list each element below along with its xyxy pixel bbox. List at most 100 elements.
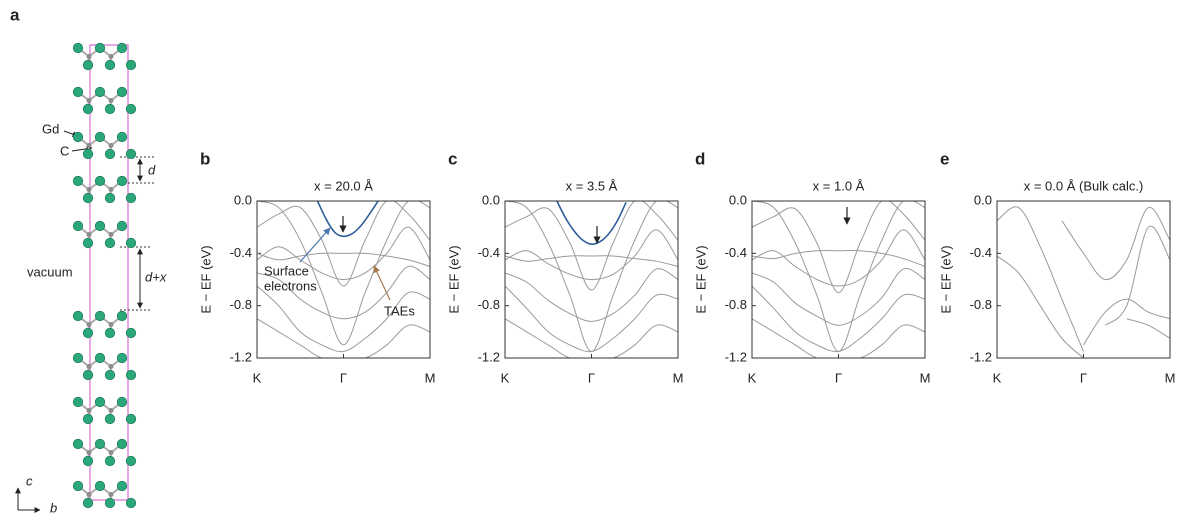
- carbon-atom: [86, 187, 92, 192]
- gd-atom: [104, 369, 116, 381]
- chart-title: x = 3.5 Å: [566, 178, 618, 193]
- gd-atom: [82, 413, 94, 425]
- gd-atom: [94, 42, 106, 54]
- band-line: [505, 229, 678, 281]
- band-line: [1061, 207, 1170, 281]
- y-tick-label: -0.8: [970, 297, 992, 312]
- band-line: [257, 285, 430, 353]
- y-tick-label: -0.4: [230, 245, 252, 260]
- gd-atom: [94, 131, 106, 143]
- chart-title: x = 20.0 Å: [314, 178, 373, 193]
- y-tick-label: 0.0: [729, 192, 747, 207]
- gd-atom: [104, 192, 116, 204]
- gd-atom: [82, 497, 94, 509]
- gd-atom: [116, 42, 128, 54]
- annotation: TAEs: [384, 303, 415, 318]
- y-tick-label: 0.0: [482, 192, 500, 207]
- gd-atom: [72, 480, 84, 492]
- x-tick-label: K: [748, 370, 757, 385]
- band-line: [257, 318, 430, 358]
- band-line: [752, 268, 925, 326]
- band-line: [316, 201, 379, 238]
- x-tick-label: M: [920, 370, 931, 385]
- y-tick-label: -0.4: [970, 245, 992, 260]
- gd-atom: [82, 59, 94, 71]
- gd-atom: [72, 220, 84, 232]
- y-tick-label: 0.0: [974, 192, 992, 207]
- gd-atom: [104, 413, 116, 425]
- x-tick-label: Γ: [588, 370, 595, 385]
- band-line: [505, 201, 678, 291]
- annotation: Surface: [264, 263, 309, 278]
- gd-atom: [104, 497, 116, 509]
- gd-atom: [116, 220, 128, 232]
- annotation: electrons: [264, 278, 317, 293]
- gd-atom: [82, 148, 94, 160]
- gd-atom: [94, 310, 106, 322]
- gd-atom: [116, 175, 128, 187]
- gd-atom: [116, 131, 128, 143]
- vacuum-label: vacuum: [27, 264, 73, 279]
- y-axis-label: E − EF (eV): [446, 245, 461, 313]
- band-line: [752, 201, 925, 352]
- gd-atom: [72, 175, 84, 187]
- axis-label: c: [26, 473, 33, 488]
- panel-label: b: [200, 149, 210, 168]
- gd-atom: [104, 59, 116, 71]
- carbon-atom: [86, 98, 92, 103]
- gd-atom: [125, 455, 137, 467]
- plot-frame: [996, 200, 1171, 359]
- band-line: [257, 265, 430, 320]
- x-tick-label: Γ: [340, 370, 347, 385]
- y-tick-label: -0.8: [725, 297, 747, 312]
- panel-label: c: [448, 149, 457, 168]
- x-tick-label: M: [425, 370, 436, 385]
- axis-label: b: [50, 500, 57, 514]
- dimension-label: d: [148, 162, 156, 177]
- plot-frame: [256, 200, 431, 359]
- carbon-atom: [108, 450, 114, 455]
- carbon-atom: [86, 364, 92, 369]
- band-line: [505, 201, 678, 352]
- gd-atom: [94, 220, 106, 232]
- band-line: [1083, 298, 1170, 346]
- plot-frame: [504, 200, 679, 359]
- x-tick-label: Γ: [835, 370, 842, 385]
- gd-atom: [104, 103, 116, 115]
- gd-atom: [94, 438, 106, 450]
- x-tick-label: K: [253, 370, 262, 385]
- gd-atom: [82, 192, 94, 204]
- x-tick-label: K: [501, 370, 510, 385]
- band-line: [752, 285, 925, 353]
- carbon-atom: [86, 54, 92, 59]
- band-line: [257, 252, 430, 267]
- chart-title: x = 1.0 Å: [813, 178, 865, 193]
- band-line: [505, 318, 678, 358]
- dimension-label: d+x: [145, 269, 167, 284]
- band-line: [752, 201, 925, 294]
- gd-atom: [104, 237, 116, 249]
- gd-atom: [125, 237, 137, 249]
- gd-atom: [82, 327, 94, 339]
- x-tick-label: M: [673, 370, 684, 385]
- carbon-atom: [108, 364, 114, 369]
- gd-atom: [72, 352, 84, 364]
- band-line: [752, 318, 925, 358]
- panel-label: d: [695, 149, 705, 168]
- gd-atom: [116, 86, 128, 98]
- gd-atom: [104, 148, 116, 160]
- gd-atom: [72, 131, 84, 143]
- gd-atom: [94, 352, 106, 364]
- gd-atom: [116, 480, 128, 492]
- y-tick-label: -1.2: [725, 349, 747, 364]
- gd-atom: [125, 148, 137, 160]
- carbon-atom: [108, 232, 114, 237]
- chart: d x = 1.0 Å E − EF (eV) 0.0 -0.4 -0.8 -1.2K Γ M: [693, 149, 930, 385]
- gd-atom: [125, 413, 137, 425]
- gd-atom: [116, 310, 128, 322]
- band-line: [556, 201, 627, 245]
- chart: b x = 20.0 Å E − EF (eV) 0.0 -0.4 -0.8 -1.2K Γ M…: [198, 149, 435, 385]
- gd-atom: [125, 59, 137, 71]
